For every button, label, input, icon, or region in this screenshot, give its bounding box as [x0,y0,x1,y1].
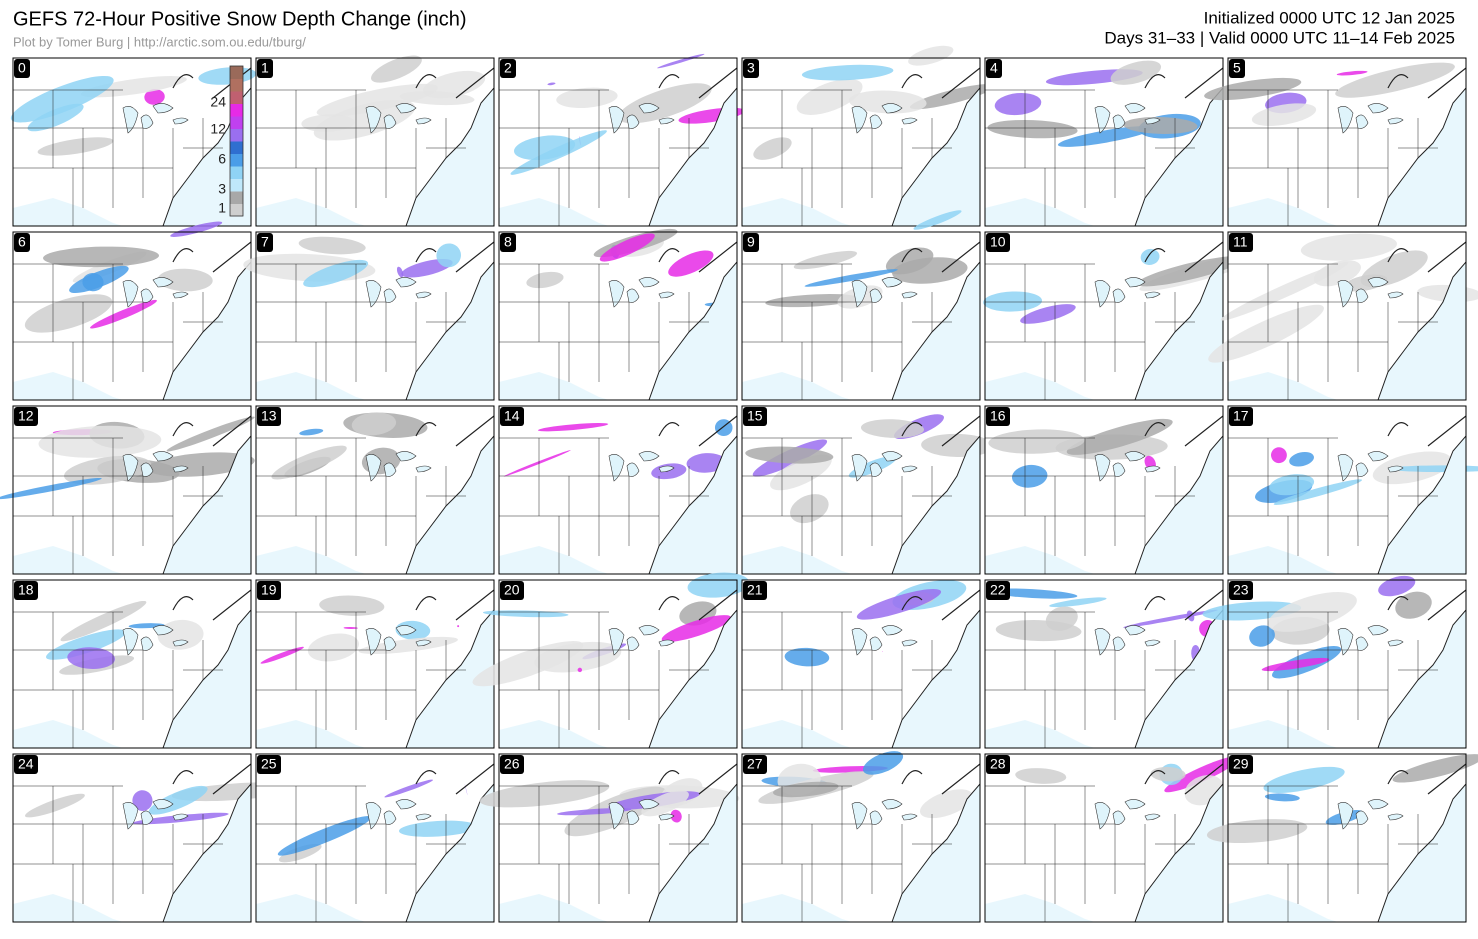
map-panel: 22 [984,579,1224,749]
map-panel: 25 [255,753,495,923]
map-panel: 11 [1208,231,1478,401]
map-panel: 15 [741,405,994,575]
colorbar: 24 12 6 3 1 [210,65,244,217]
panel-label: 29 [1233,756,1249,772]
map-panel: 23 [1202,575,1467,749]
map-panel: 2 [498,53,745,227]
map-panel: 24 [12,753,299,923]
panel-label: 0 [18,60,26,76]
colorbar-label: 3 [218,181,226,197]
valid-time: Days 31–33 | Valid 0000 UTC 11–14 Feb 20… [1104,28,1455,47]
map-panel: 0 24 12 6 3 1 [10,57,257,227]
map-panel: 8 [498,228,738,401]
map-panel: 12 [0,405,255,575]
panel-label: 16 [990,408,1006,424]
map-panel: 17 [1227,405,1478,575]
map-panel: 29 [1206,753,1478,923]
map-panel: 27 [741,751,981,923]
colorbar-label: 6 [218,151,226,167]
panel-label: 24 [18,756,34,772]
map-panel: 13 [255,405,495,575]
credit: Plot by Tomer Burg | http://arctic.som.o… [13,34,306,49]
colorbar-label: 24 [210,94,226,110]
map-panel: 10 [983,231,1268,401]
panel-label: 1 [261,60,269,76]
panel-label: 21 [747,582,763,598]
title: GEFS 72-Hour Positive Snow Depth Change … [13,8,467,30]
panel-label: 10 [990,234,1006,250]
panel-label: 18 [18,582,34,598]
panel-label: 19 [261,582,277,598]
map-panel: 19 [255,579,495,749]
map-panel: 5 [1204,57,1467,227]
map-panel: 28 [984,753,1241,923]
map-panel: 9 [741,210,981,401]
map-panel: 26 [479,753,740,923]
map-panel: 18 [12,579,252,749]
panel-label: 17 [1233,408,1249,424]
map-panel: 14 [498,405,738,575]
map-panel: 20 [472,572,750,749]
map-panel: 7 [243,231,495,401]
panel-label: 26 [504,756,520,772]
panel-label: 15 [747,408,763,424]
panel-label: 3 [747,60,755,76]
panel-label: 27 [747,756,763,772]
panel-label: 2 [504,60,512,76]
map-panel: 6 [12,221,252,401]
panel-label: 8 [504,234,512,250]
panel-label: 14 [504,408,520,424]
panel-label: 28 [990,756,1006,772]
panel-label: 13 [261,408,277,424]
panel-label: 7 [261,234,269,250]
init-time: Initialized 0000 UTC 12 Jan 2025 [1204,8,1455,27]
colorbar-label: 1 [218,200,226,216]
panel-label: 20 [504,582,520,598]
map-panel: 4 [984,57,1224,227]
panel-label: 12 [18,408,34,424]
panel-label: 25 [261,756,277,772]
map-panel: 1 [255,55,495,227]
panel-label: 5 [1233,60,1241,76]
panel-label: 6 [18,234,26,250]
colorbar-label: 12 [210,121,226,137]
panel-label: 22 [990,582,1006,598]
map-panel: 16 [984,405,1224,575]
panel-label: 23 [1233,582,1249,598]
panel-label: 4 [990,60,998,76]
map-panel: 21 [741,579,981,749]
panel-label: 11 [1233,234,1248,250]
panel-label: 9 [747,234,755,250]
map-panel: 3 [741,45,996,227]
